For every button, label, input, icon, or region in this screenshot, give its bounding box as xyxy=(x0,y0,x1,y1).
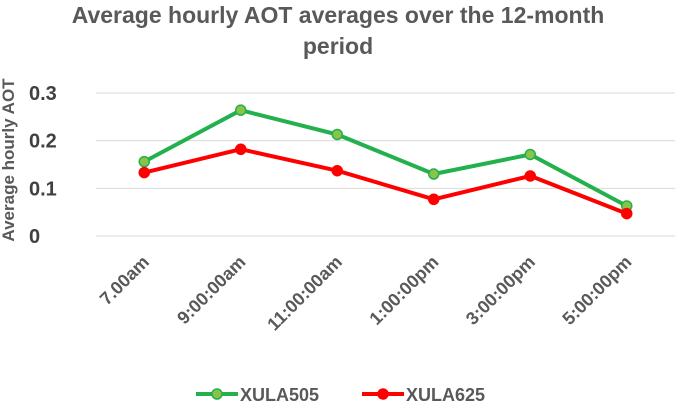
data-point-xula505 xyxy=(428,168,440,180)
legend-label: XULA625 xyxy=(406,385,485,405)
data-point-xula505 xyxy=(524,148,536,161)
data-point-xula625 xyxy=(331,164,343,177)
x-tick-label: 3:00:00pm xyxy=(462,252,539,329)
chart-title-line-2: period xyxy=(303,33,373,59)
x-tick-label: 1:00:00pm xyxy=(365,252,442,329)
data-point-xula625 xyxy=(138,166,150,179)
data-point-xula505 xyxy=(138,155,150,168)
x-tick-label: 11:00:00am xyxy=(263,252,346,335)
x-axis-ticks: 7.00am 9:00:00am 11:00:00am 1:00:00pm 3:00:0… xyxy=(96,252,636,335)
x-tick-label: 9:00:00am xyxy=(173,252,249,328)
plot-area xyxy=(138,104,633,220)
data-point-xula625 xyxy=(428,193,440,206)
legend-label: XULA505 xyxy=(240,385,319,405)
y-tick-label: 0.2 xyxy=(29,131,57,153)
series-line-xula625 xyxy=(142,147,629,216)
gridlines xyxy=(96,92,675,237)
y-axis-label: Average hourly AOT xyxy=(0,78,18,242)
data-point-xula625 xyxy=(524,170,536,182)
data-point-xula625 xyxy=(621,207,633,220)
y-tick-label: 0.1 xyxy=(29,178,57,200)
data-point-xula625 xyxy=(235,143,247,155)
legend-swatch-marker xyxy=(211,388,223,400)
legend: XULA505 XULA625 xyxy=(196,385,485,405)
x-tick-label: 7.00am xyxy=(96,252,153,309)
data-point-xula505 xyxy=(331,128,343,141)
y-axis-ticks: 0 0.1 0.2 0.3 xyxy=(29,83,57,248)
y-tick-label: 0.3 xyxy=(29,83,57,105)
data-point-xula505 xyxy=(235,104,247,116)
legend-swatch-marker xyxy=(377,388,389,400)
y-tick-label: 0 xyxy=(29,226,40,248)
chart-title-line-1: Average hourly AOT averages over the 12-… xyxy=(72,2,605,28)
x-tick-label: 5:00:00pm xyxy=(558,252,635,329)
series-line-xula505 xyxy=(142,108,629,208)
